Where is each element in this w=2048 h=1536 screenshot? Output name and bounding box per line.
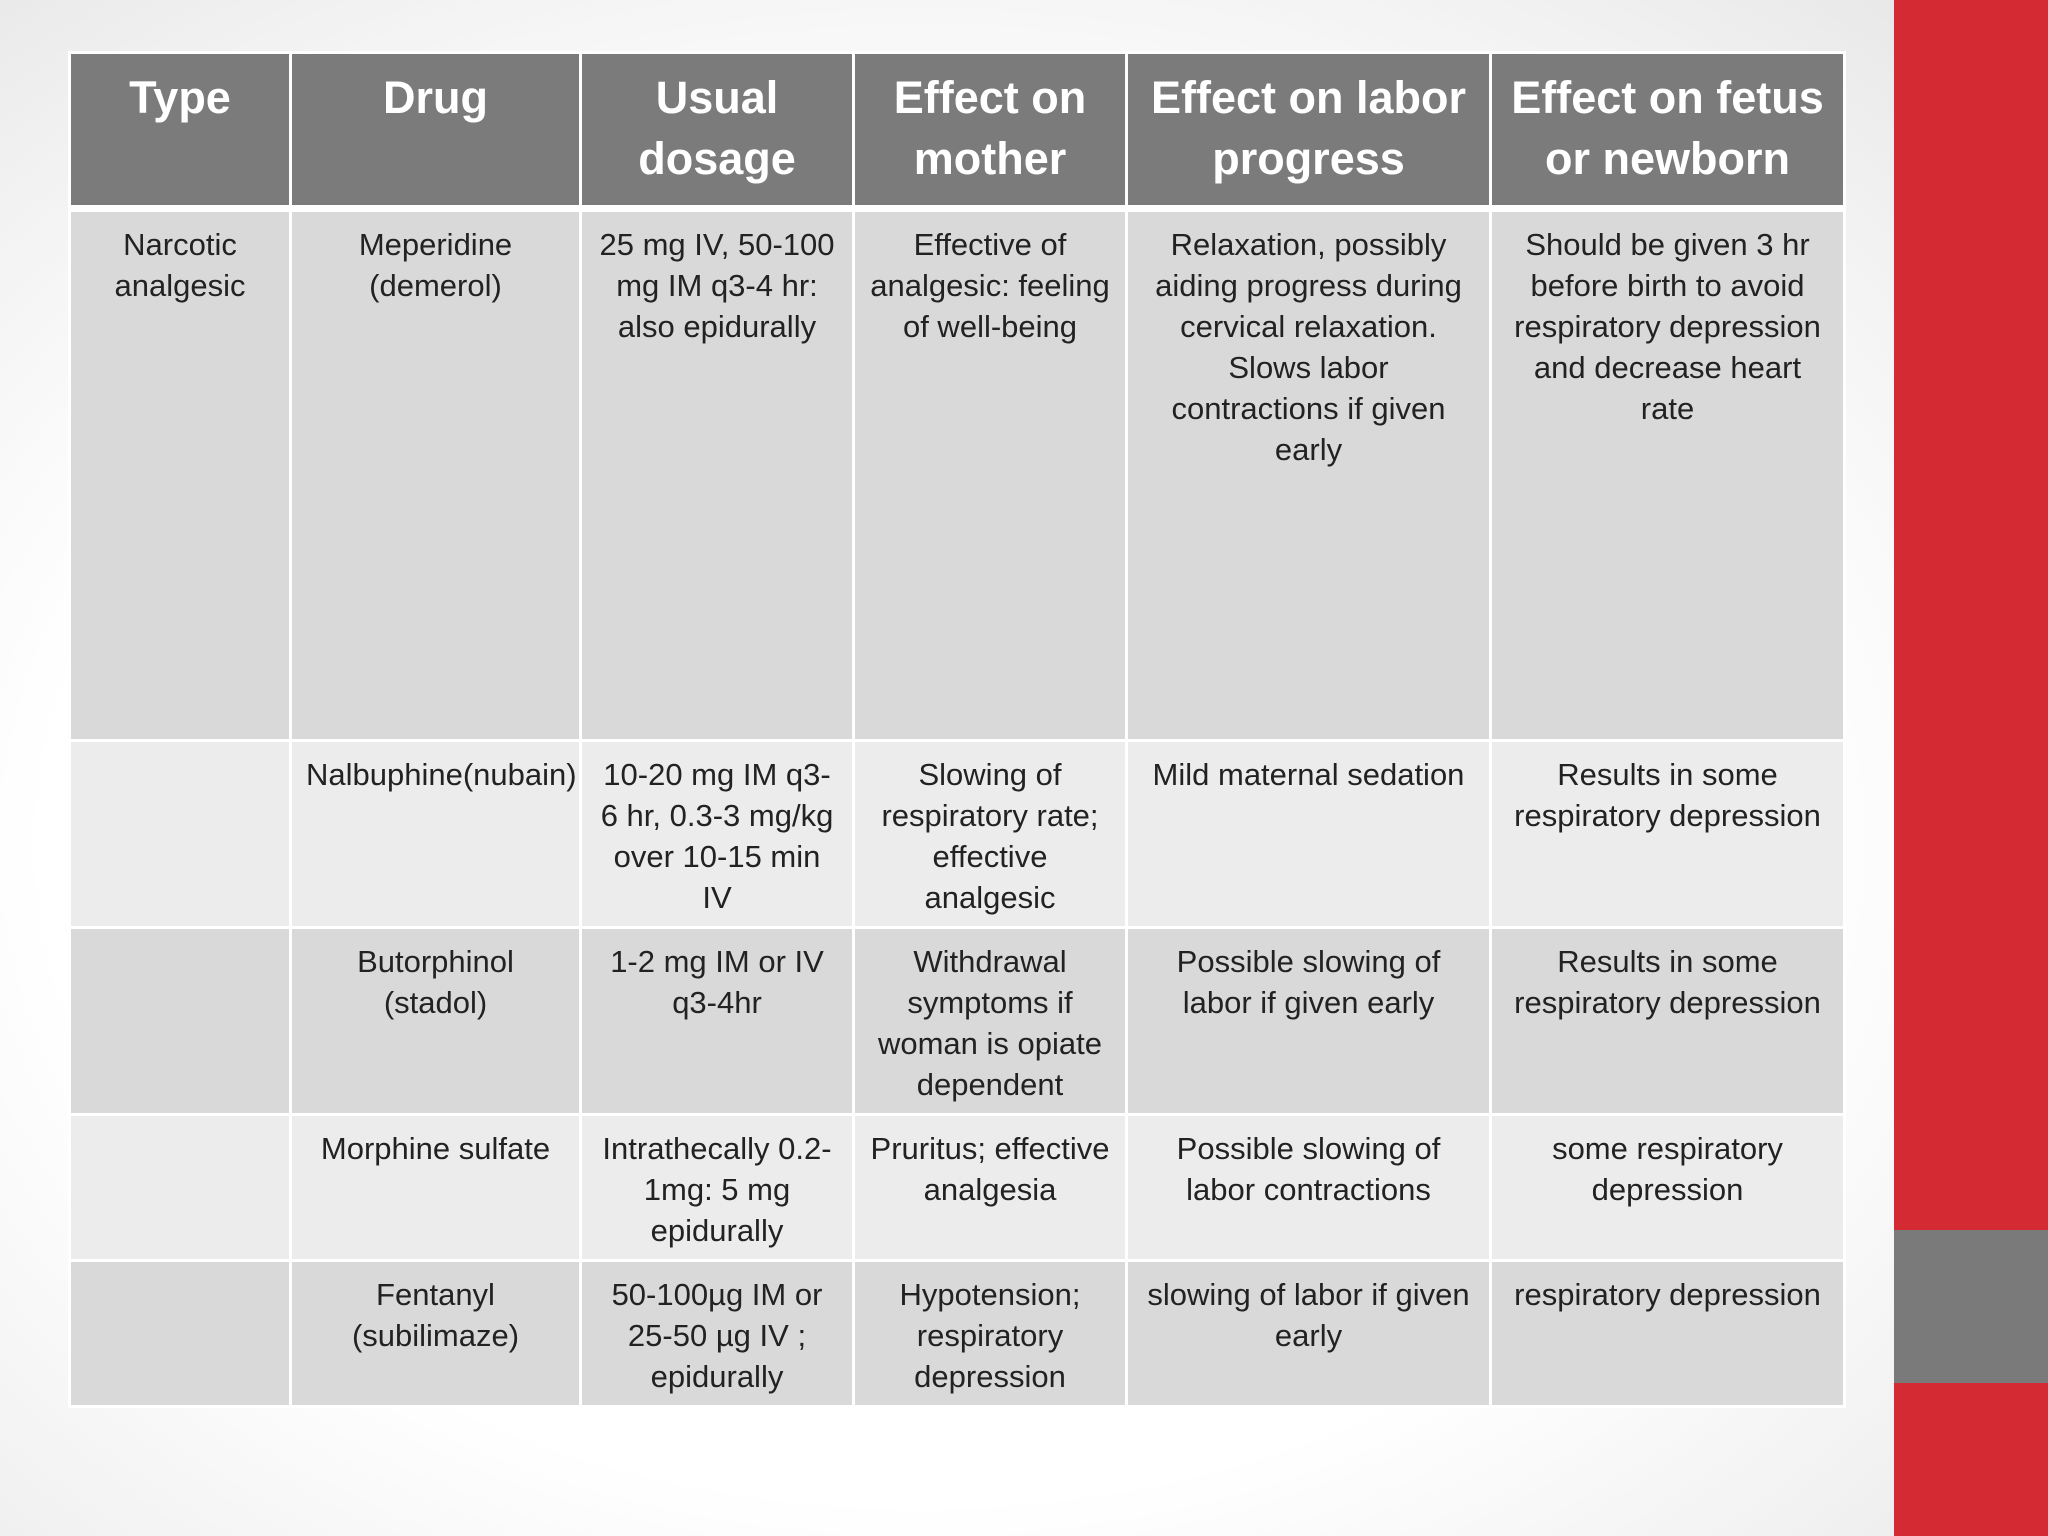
cell-effect-labor: Possible slowing of labor if given early bbox=[1125, 926, 1492, 1116]
cell-dosage: 10-20 mg IM q3-6 hr, 0.3-3 mg/kg over 10… bbox=[579, 739, 855, 929]
cell-effect-labor: Relaxation, possibly aiding progress dur… bbox=[1125, 207, 1492, 742]
cell-drug: Butorphinol (stadol) bbox=[289, 926, 582, 1116]
cell-effect-labor: Possible slowing of labor contractions bbox=[1125, 1113, 1492, 1262]
cell-dosage: 1-2 mg IM or IV q3-4hr bbox=[579, 926, 855, 1116]
cell-drug: Morphine sulfate bbox=[289, 1113, 582, 1262]
cell-dosage: Intrathecally 0.2-1mg: 5 mg epidurally bbox=[579, 1113, 855, 1262]
accent-side-band bbox=[1894, 1230, 2048, 1383]
table-body: Narcotic analgesic Meperidine (demerol) … bbox=[68, 207, 1846, 1408]
cell-effect-fetus: respiratory depression bbox=[1489, 1259, 1846, 1408]
cell-effect-mother: Hypotension; respiratory depression bbox=[852, 1259, 1128, 1408]
cell-effect-fetus: Should be given 3 hr before birth to avo… bbox=[1489, 207, 1846, 742]
table-row: Narcotic analgesic Meperidine (demerol) … bbox=[68, 207, 1846, 742]
drug-table-container: Type Drug Usual dosage Effect on mother … bbox=[68, 51, 1846, 1408]
cell-effect-fetus: some respiratory depression bbox=[1489, 1113, 1846, 1262]
header-effect-on-fetus: Effect on fetus or newborn bbox=[1489, 51, 1846, 212]
header-effect-on-mother: Effect on mother bbox=[852, 51, 1128, 212]
cell-effect-fetus: Results in some respiratory depression bbox=[1489, 739, 1846, 929]
cell-effect-mother: Effective of analgesic: feeling of well-… bbox=[852, 207, 1128, 742]
cell-effect-mother: Slowing of respiratory rate; effective a… bbox=[852, 739, 1128, 929]
cell-drug: Fentanyl (subilimaze) bbox=[289, 1259, 582, 1408]
cell-effect-labor: Mild maternal sedation bbox=[1125, 739, 1492, 929]
cell-type bbox=[68, 1113, 292, 1262]
cell-dosage: 25 mg IV, 50-100 mg IM q3-4 hr: also epi… bbox=[579, 207, 855, 742]
cell-type bbox=[68, 1259, 292, 1408]
cell-effect-mother: Withdrawal symptoms if woman is opiate d… bbox=[852, 926, 1128, 1116]
table-header: Type Drug Usual dosage Effect on mother … bbox=[68, 51, 1846, 212]
header-usual-dosage: Usual dosage bbox=[579, 51, 855, 212]
drug-table: Type Drug Usual dosage Effect on mother … bbox=[68, 51, 1846, 1408]
header-type: Type bbox=[68, 51, 292, 212]
cell-type bbox=[68, 739, 292, 929]
cell-dosage: 50-100µg IM or 25-50 µg IV ; epidurally bbox=[579, 1259, 855, 1408]
table-row: Nalbuphine(nubain) 10-20 mg IM q3-6 hr, … bbox=[68, 739, 1846, 929]
table-row: Morphine sulfate Intrathecally 0.2-1mg: … bbox=[68, 1113, 1846, 1262]
cell-drug: Nalbuphine(nubain) bbox=[289, 739, 582, 929]
cell-effect-mother: Pruritus; effective analgesia bbox=[852, 1113, 1128, 1262]
header-drug: Drug bbox=[289, 51, 582, 212]
cell-effect-fetus: Results in some respiratory depression bbox=[1489, 926, 1846, 1116]
cell-effect-labor: slowing of labor if given early bbox=[1125, 1259, 1492, 1408]
table-row: Fentanyl (subilimaze) 50-100µg IM or 25-… bbox=[68, 1259, 1846, 1408]
header-effect-on-labor-progress: Effect on labor progress bbox=[1125, 51, 1492, 212]
cell-drug: Meperidine (demerol) bbox=[289, 207, 582, 742]
cell-type bbox=[68, 926, 292, 1116]
header-row: Type Drug Usual dosage Effect on mother … bbox=[68, 51, 1846, 212]
cell-type: Narcotic analgesic bbox=[68, 207, 292, 742]
table-row: Butorphinol (stadol) 1-2 mg IM or IV q3-… bbox=[68, 926, 1846, 1116]
